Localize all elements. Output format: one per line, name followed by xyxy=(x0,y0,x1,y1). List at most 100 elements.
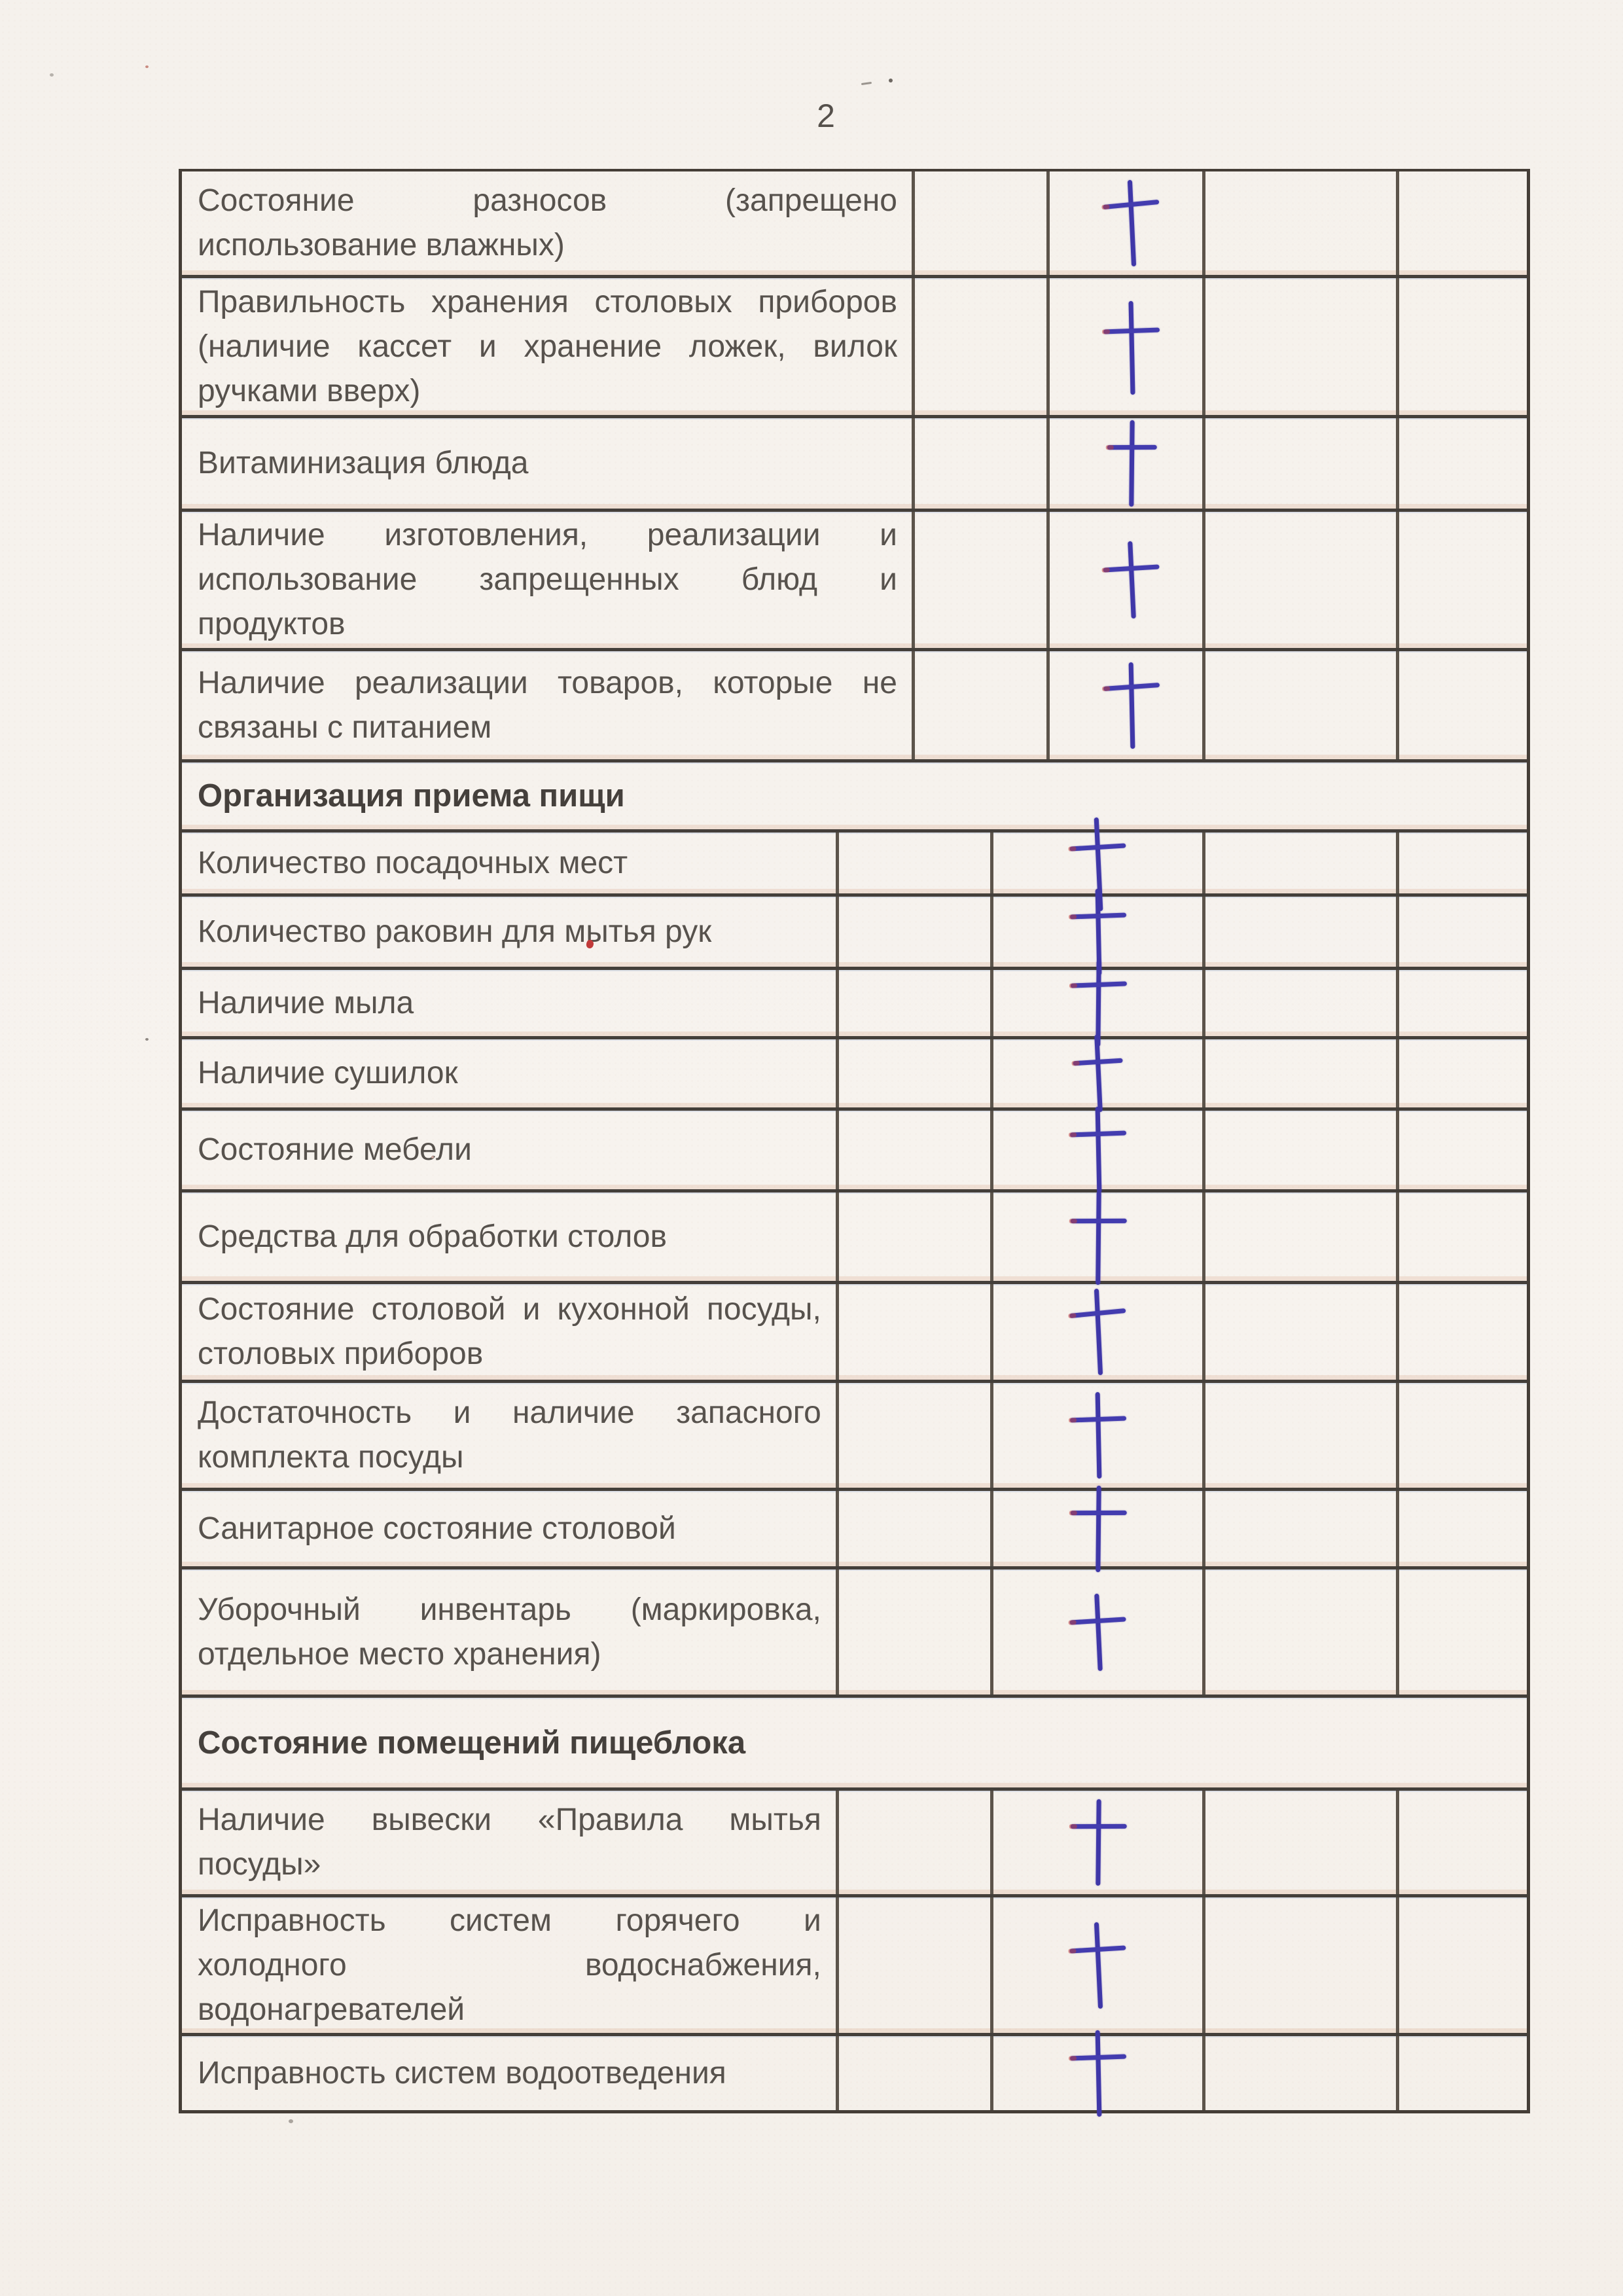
mark-cell: + xyxy=(993,2030,1205,2117)
table-cell-empty xyxy=(1399,1383,1527,1488)
plus-horizontal-stroke xyxy=(1069,912,1126,919)
handwritten-plus-mark: + xyxy=(1069,1391,1126,1479)
handwritten-plus-mark: + xyxy=(1068,1484,1127,1573)
mark-cell: + xyxy=(1050,171,1205,275)
table-row: Исправность систем водоотведения + xyxy=(182,2030,1527,2117)
table-cell-empty xyxy=(1205,1791,1399,1894)
mark-cell: + xyxy=(1050,418,1205,509)
row-label: Достаточность и наличие запасного компле… xyxy=(182,1383,839,1488)
table-row: Состояние разносов (запрещено использова… xyxy=(182,171,1527,278)
plus-vertical-stroke xyxy=(1128,662,1135,749)
row-text-line: комплекта посуды xyxy=(198,1440,464,1475)
row-text-line: Состояние столовой и кухонной посуды, xyxy=(198,1292,821,1327)
row-text-line: продуктов xyxy=(198,607,346,641)
table-row: Санитарное состояние столовой + xyxy=(182,1485,1527,1572)
section-title: Организация приема пищи xyxy=(198,778,625,814)
row-label: Уборочный инвентарь (маркировка, отдельн… xyxy=(182,1570,839,1695)
section-title: Состояние помещений пищеблока xyxy=(198,1725,746,1761)
handwritten-plus-mark: + xyxy=(1102,420,1161,508)
table-row: Наличие изготовления, реализации и испол… xyxy=(182,512,1527,651)
table-cell-empty xyxy=(1399,2036,1527,2110)
handwritten-plus-mark: + xyxy=(1103,300,1160,395)
mark-cell: + xyxy=(993,1034,1205,1113)
row-label: Наличие мыла xyxy=(182,970,839,1036)
plus-vertical-stroke xyxy=(1095,1191,1101,1285)
table-cell-empty xyxy=(839,2036,994,2110)
row-label: Наличие вывески «Правила мытья посуды» xyxy=(182,1791,839,1894)
row-text-line: холодного водоснабжения, xyxy=(198,1947,821,1982)
table-cell-empty xyxy=(1399,897,1527,967)
row-text-line: ручками вверх) xyxy=(198,373,421,408)
table-cell-empty xyxy=(1205,1897,1399,2033)
row-label: Состояние столовой и кухонной посуды, ст… xyxy=(182,1284,839,1380)
scan-speck xyxy=(289,2119,293,2123)
row-text-line: посуды» xyxy=(198,1847,321,1882)
page-number: 2 xyxy=(817,98,835,134)
mark-cell: + xyxy=(993,1897,1205,2033)
table-row: Состояние столовой и кухонной посуды, ст… xyxy=(182,1284,1527,1383)
table-row: Наличие реализации товаров, которые не с… xyxy=(182,651,1527,762)
mark-cell: + xyxy=(993,888,1205,975)
scan-speck xyxy=(145,65,149,68)
table-cell-empty xyxy=(1205,833,1399,893)
table-cell-empty xyxy=(1205,171,1399,275)
table-cell-empty xyxy=(915,418,1050,509)
row-text-line: Наличие реализации товаров, которые не xyxy=(198,665,897,700)
table-cell-empty xyxy=(1399,651,1527,759)
handwritten-plus-mark: + xyxy=(1069,1288,1127,1376)
row-text-line: Уборочный инвентарь (маркировка, xyxy=(198,1592,821,1627)
plus-horizontal-stroke xyxy=(1070,980,1127,988)
row-text-line: столовых приборов xyxy=(198,1336,484,1371)
table-cell-empty xyxy=(1399,278,1527,415)
table-cell-empty xyxy=(1205,1491,1399,1566)
mark-cell: + xyxy=(993,817,1205,911)
mark-cell: + xyxy=(993,960,1205,1047)
plus-horizontal-stroke xyxy=(1070,1218,1127,1223)
handwritten-plus-mark: + xyxy=(1102,179,1160,267)
row-text-line: отдельное место хранения) xyxy=(198,1636,601,1672)
row-label: Количество посадочных мест xyxy=(182,833,839,893)
handwritten-plus-mark: + xyxy=(1069,2030,1126,2117)
table-cell-empty xyxy=(1205,1039,1399,1107)
table-cell-empty xyxy=(1205,2036,1399,2110)
row-label: Санитарное состояние столовой xyxy=(182,1491,839,1566)
plus-vertical-stroke xyxy=(1095,1106,1101,1194)
plus-vertical-stroke xyxy=(1095,960,1101,1047)
plus-vertical-stroke xyxy=(1095,1391,1101,1479)
mark-cell: + xyxy=(1050,278,1205,415)
row-text-line: Достаточность и наличие запасного xyxy=(198,1395,821,1430)
mark-cell: + xyxy=(993,1284,1205,1380)
table-cell-empty xyxy=(1399,1897,1527,2033)
table-cell-empty xyxy=(1399,171,1527,275)
table-cell-empty xyxy=(1399,970,1527,1036)
scan-speck xyxy=(889,79,893,82)
row-label: Средства для обработки столов xyxy=(182,1193,839,1281)
table-row: Наличие мыла + xyxy=(182,960,1527,1047)
mark-cell: + xyxy=(1050,512,1205,648)
row-text-line: Наличие мыла xyxy=(198,985,414,1020)
plus-vertical-stroke xyxy=(1094,1288,1103,1376)
table-cell-empty xyxy=(1205,1570,1399,1695)
section-title-cell: Состояние помещений пищеблока xyxy=(182,1698,1527,1787)
scan-speck xyxy=(50,73,54,77)
row-text-line: использование влажных) xyxy=(198,228,565,262)
table-cell-empty xyxy=(1205,651,1399,759)
table-row: Средства для обработки столов + xyxy=(182,1191,1527,1285)
table-cell-empty xyxy=(839,1383,994,1488)
table-cell-empty xyxy=(839,1570,994,1695)
plus-vertical-stroke xyxy=(1095,1799,1101,1886)
table-cell-empty xyxy=(1205,897,1399,967)
plus-horizontal-stroke xyxy=(1069,1416,1126,1423)
table-cell-empty xyxy=(1399,1491,1527,1566)
row-text-line: Исправность систем горячего и xyxy=(198,1903,821,1938)
table-cell-empty xyxy=(1399,1791,1527,1894)
table-cell-empty xyxy=(839,1897,994,2033)
handwritten-plus-mark: + xyxy=(1103,662,1160,749)
section-title-cell: Организация приема пищи xyxy=(182,762,1527,829)
plus-vertical-stroke xyxy=(1095,1485,1101,1572)
row-text-line: водонагревателей xyxy=(198,1992,465,2027)
table-cell-empty xyxy=(839,970,994,1036)
table-cell-empty xyxy=(1399,418,1527,509)
plus-horizontal-stroke xyxy=(1103,327,1160,334)
row-text-line: Количество раковин для мытья рук xyxy=(198,914,712,949)
